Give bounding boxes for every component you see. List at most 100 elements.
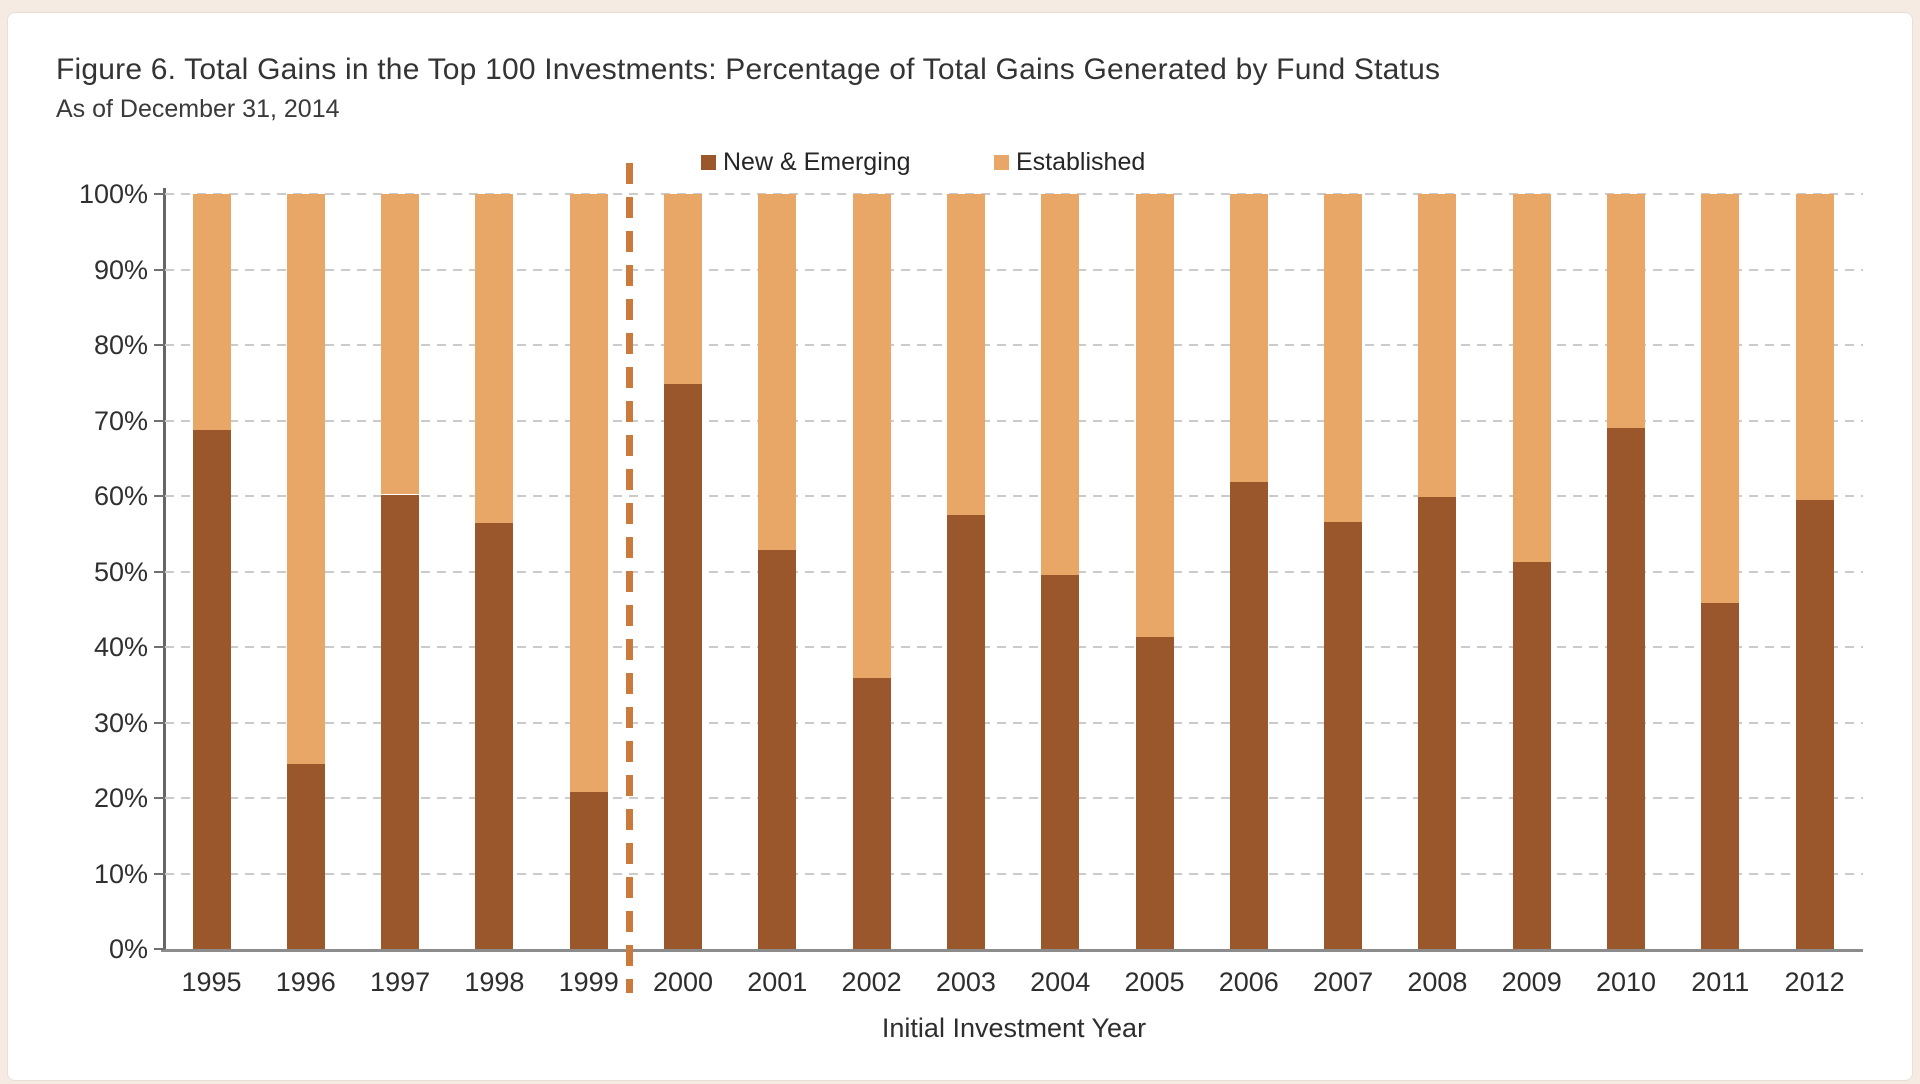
y-tick-90 [154, 268, 165, 271]
legend-label-established: Established [1016, 147, 1146, 176]
bar-1998 [475, 194, 514, 949]
y-tick-60 [154, 495, 165, 497]
bar-segment-established-2003 [946, 194, 985, 515]
bar-segment-established-2000 [664, 194, 702, 384]
gridline-60 [165, 495, 1863, 497]
bar-1996 [286, 194, 325, 949]
bar-segment-new-emerging-2002 [852, 677, 891, 949]
bar-2004 [1041, 194, 1080, 949]
y-tick-50 [154, 570, 165, 573]
legend-swatch-new-emerging-icon [701, 154, 716, 170]
bar-1997 [381, 194, 420, 949]
gridline-50 [165, 570, 1863, 573]
bar-segment-new-emerging-2010 [1607, 428, 1645, 949]
y-tick-10 [154, 872, 165, 875]
legend-swatch-established-icon [994, 154, 1009, 170]
y-tick-20 [154, 797, 165, 799]
y-tick-label-30: 30% [93, 707, 148, 738]
y-tick-80 [154, 344, 165, 346]
y-axis-line [163, 188, 166, 951]
x-tick-label-1996: 1996 [275, 967, 336, 997]
bar-segment-established-2001 [758, 194, 797, 551]
bar-segment-new-emerging-1996 [286, 764, 325, 949]
y-tick-0 [154, 948, 165, 950]
bar-segment-new-emerging-2001 [758, 550, 797, 949]
bar-2002 [852, 194, 891, 949]
bar-segment-new-emerging-2004 [1041, 575, 1080, 949]
x-tick-label-2001: 2001 [747, 967, 808, 997]
bar-2006 [1229, 194, 1268, 949]
y-tick-label-100: 100% [78, 179, 148, 209]
y-tick-label-60: 60% [93, 481, 148, 511]
bar-segment-established-1998 [475, 194, 514, 524]
x-tick-label-2011: 2011 [1691, 967, 1750, 997]
bar-2012 [1795, 194, 1834, 949]
gridline-20 [165, 797, 1863, 799]
x-axis-line [161, 949, 1863, 952]
x-tick-label-1995: 1995 [181, 967, 242, 997]
y-tick-70 [154, 419, 165, 422]
bar-2007 [1324, 194, 1363, 949]
bar-segment-new-emerging-1995 [192, 430, 231, 949]
x-tick-label-2012: 2012 [1784, 967, 1845, 997]
bar-2009 [1512, 194, 1551, 949]
bar-segment-established-2010 [1607, 194, 1645, 429]
bar-segment-established-2011 [1701, 194, 1740, 604]
x-tick-label-2000: 2000 [652, 967, 714, 997]
era-divider-dashed-line [626, 163, 633, 993]
bar-2010 [1607, 194, 1645, 949]
bar-segment-established-2009 [1512, 194, 1551, 563]
gridline-70 [165, 419, 1863, 422]
bar-segment-established-2005 [1135, 194, 1174, 638]
x-tick-label-2007: 2007 [1313, 967, 1374, 997]
gridline-40 [165, 646, 1863, 648]
bar-segment-new-emerging-2007 [1324, 522, 1363, 949]
y-tick-label-0: 0% [108, 934, 148, 964]
bar-segment-new-emerging-1998 [475, 523, 514, 949]
bar-segment-established-2004 [1041, 194, 1080, 576]
bar-2003 [946, 194, 985, 949]
bar-segment-established-2006 [1229, 194, 1268, 483]
gridline-10 [165, 872, 1863, 875]
y-tick-label-90: 90% [93, 254, 148, 285]
y-tick-label-40: 40% [93, 632, 148, 662]
x-tick-label-2003: 2003 [935, 967, 996, 997]
bar-segment-established-2008 [1418, 194, 1457, 497]
legend-item-new-emerging: New & Emerging [701, 147, 911, 177]
bar-segment-new-emerging-1997 [381, 494, 420, 949]
x-tick-label-2010: 2010 [1595, 967, 1657, 997]
x-tick-label-1998: 1998 [464, 967, 525, 997]
bar-segment-established-1996 [286, 194, 325, 765]
bar-segment-new-emerging-2006 [1229, 482, 1268, 949]
x-tick-label-2006: 2006 [1218, 967, 1279, 997]
bar-segment-new-emerging-2003 [946, 514, 985, 949]
x-axis-title: Initial Investment Year [881, 1013, 1147, 1043]
bar-2011 [1701, 194, 1740, 949]
y-tick-label-80: 80% [93, 330, 148, 360]
figure-card: Figure 6. Total Gains in the Top 100 Inv… [7, 12, 1913, 1081]
y-tick-label-20: 20% [93, 783, 148, 813]
bar-2001 [758, 194, 797, 949]
x-tick-label-1997: 1997 [370, 967, 431, 997]
figure-subtitle: As of December 31, 2014 [56, 95, 340, 123]
chart-legend: New & Emerging Established [8, 147, 1912, 181]
bar-segment-established-1999 [569, 194, 608, 792]
y-tick-30 [154, 721, 165, 724]
x-tick-label-2008: 2008 [1407, 967, 1468, 997]
bar-segment-established-1995 [192, 194, 231, 431]
figure-title: Figure 6. Total Gains in the Top 100 Inv… [56, 53, 1441, 86]
gridline-30 [165, 721, 1863, 724]
x-tick-label-1999: 1999 [558, 967, 619, 997]
bar-segment-new-emerging-2009 [1512, 562, 1551, 949]
bar-segment-new-emerging-2011 [1701, 603, 1740, 949]
bar-segment-established-2012 [1795, 194, 1834, 500]
bar-1995 [192, 194, 231, 949]
y-tick-40 [154, 646, 165, 648]
bar-2005 [1135, 194, 1174, 949]
y-tick-label-50: 50% [93, 556, 148, 587]
bar-segment-new-emerging-1999 [569, 791, 608, 949]
x-tick-label-2009: 2009 [1501, 967, 1562, 997]
bar-1999 [569, 194, 608, 949]
bar-segment-established-2007 [1324, 194, 1363, 523]
y-tick-label-10: 10% [93, 858, 148, 889]
